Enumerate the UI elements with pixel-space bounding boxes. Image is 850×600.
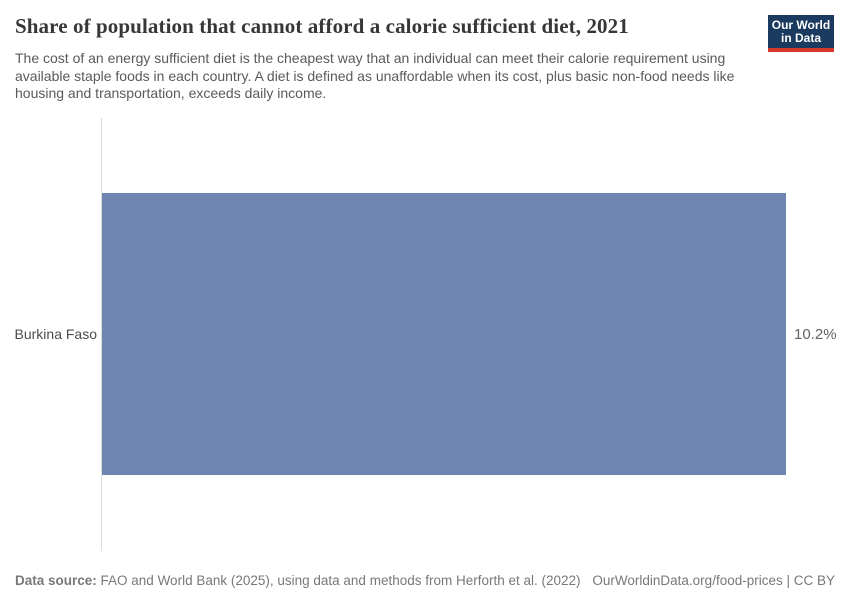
chart-subtitle: The cost of an energy sufficient diet is… bbox=[15, 50, 735, 101]
data-source-label: Data source: bbox=[15, 573, 97, 588]
data-source-text: FAO and World Bank (2025), using data an… bbox=[96, 573, 581, 588]
y-axis-line bbox=[101, 118, 102, 551]
bar-value-label: 10.2% bbox=[794, 325, 837, 343]
footer: Data source: FAO and World Bank (2025), … bbox=[15, 573, 835, 588]
owid-logo-line1: Our World bbox=[771, 18, 831, 32]
owid-url-license-link[interactable]: OurWorldinData.org/food-prices | CC BY bbox=[592, 573, 835, 588]
entity-label-burkina-faso[interactable]: Burkina Faso bbox=[14, 326, 97, 342]
bar[interactable] bbox=[102, 193, 786, 475]
data-source-note: Data source: FAO and World Bank (2025), … bbox=[15, 573, 581, 588]
bar-row: 10.2% bbox=[102, 193, 850, 475]
owid-logo-line2: in Data bbox=[780, 31, 821, 45]
owid-logo[interactable]: Our World in Data bbox=[768, 15, 834, 52]
chart-title: Share of population that cannot afford a… bbox=[15, 14, 629, 38]
